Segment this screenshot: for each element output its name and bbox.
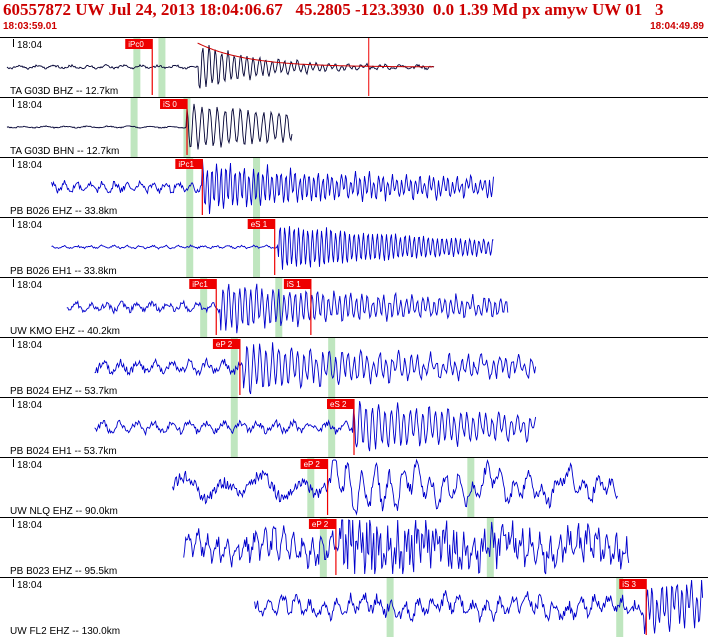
station-channel-label: UW NLQ EHZ -- 90.0km bbox=[10, 506, 118, 517]
phase-window-bar bbox=[328, 338, 336, 397]
pick-label: eP 2 bbox=[216, 340, 233, 349]
station-channel-label: PB B026 EH1 -- 33.8km bbox=[10, 266, 117, 277]
waveform-trace bbox=[66, 283, 509, 334]
pick-label: eP 2 bbox=[312, 520, 329, 529]
minute-tick-label: 18:04 bbox=[17, 220, 42, 231]
coda-decay-curve bbox=[197, 42, 434, 68]
trace-panel: 18:04 iS 0 TA G03D BHN -- 12.7km bbox=[0, 97, 708, 157]
station-channel-label: PB B026 EHZ -- 33.8km bbox=[10, 206, 117, 217]
pick-label: iS 3 bbox=[622, 580, 636, 589]
event-header: 60557872 UW Jul 24, 2013 18:04:06.67 45.… bbox=[0, 0, 708, 37]
pick-flag[interactable] bbox=[308, 519, 336, 529]
phase-window-bar bbox=[230, 338, 238, 397]
station-channel-label: UW KMO EHZ -- 40.2km bbox=[10, 326, 120, 337]
pick-label: iPc1 bbox=[178, 160, 194, 169]
minute-tick-label: 18:04 bbox=[17, 160, 42, 171]
seismogram-plot: 18:04 iPc0 TA G03D BHZ -- 12.7km 18:04 iS 0 T… bbox=[0, 37, 708, 637]
trace-panel: 18:04 eP 2 PB B024 EHZ -- 53.7km bbox=[0, 337, 708, 397]
phase-window-bar bbox=[186, 218, 194, 277]
minute-tick-label: 18:04 bbox=[17, 280, 42, 291]
trace-panel: 18:04 iPc0 TA G03D BHZ -- 12.7km bbox=[0, 37, 708, 97]
pick-flag[interactable] bbox=[212, 339, 240, 349]
phase-window-bar bbox=[386, 578, 394, 637]
phase-window-bar bbox=[130, 98, 138, 157]
trace-panel: 18:04 eS 2 PB B024 EH1 -- 53.7km bbox=[0, 397, 708, 457]
waveform-trace bbox=[51, 159, 494, 215]
station-channel-label: PB B024 EH1 -- 53.7km bbox=[10, 446, 117, 457]
station-channel-label: UW FL2 EHZ -- 130.0km bbox=[10, 626, 120, 637]
minute-tick-label: 18:04 bbox=[17, 580, 42, 591]
pick-flag[interactable] bbox=[300, 459, 328, 469]
pick-flag[interactable] bbox=[327, 399, 355, 409]
pick-label: eS 1 bbox=[251, 220, 268, 229]
phase-window-bar bbox=[253, 218, 261, 277]
phase-window-bar bbox=[319, 518, 327, 577]
pick-flag[interactable] bbox=[175, 159, 203, 169]
pick-flag[interactable] bbox=[189, 279, 217, 289]
minute-tick-label: 18:04 bbox=[17, 340, 42, 351]
pick-label: iPc0 bbox=[128, 40, 144, 49]
pick-flag[interactable] bbox=[160, 99, 188, 109]
minute-tick-label: 18:04 bbox=[17, 100, 42, 111]
waveform-trace bbox=[51, 226, 494, 270]
phase-window-bar bbox=[467, 458, 475, 517]
window-start-time: 18:03:59.01 bbox=[3, 21, 57, 32]
pick-flag[interactable] bbox=[619, 579, 647, 589]
waveform-trace bbox=[254, 579, 704, 635]
pick-flag[interactable] bbox=[247, 219, 275, 229]
trace-panel: 18:04 iS 3 UW FL2 EHZ -- 130.0km bbox=[0, 577, 708, 637]
minute-tick-label: 18:04 bbox=[17, 400, 42, 411]
station-channel-label: PB B023 EHZ -- 95.5km bbox=[10, 566, 117, 577]
waveform-trace bbox=[6, 103, 293, 150]
waveform-trace bbox=[172, 458, 618, 516]
phase-window-bar bbox=[275, 278, 283, 337]
window-end-time: 18:04:49.89 bbox=[650, 21, 704, 32]
trace-panel: 18:04 eP 2 UW NLQ EHZ -- 90.0km bbox=[0, 457, 708, 517]
waveform-trace bbox=[6, 44, 435, 89]
pick-label: iPc1 bbox=[192, 280, 208, 289]
trace-panel: 18:04 iPc1 PB B026 EHZ -- 33.8km bbox=[0, 157, 708, 217]
station-channel-label: TA G03D BHN -- 12.7km bbox=[10, 146, 119, 157]
minute-tick-label: 18:04 bbox=[17, 520, 42, 531]
phase-window-bar bbox=[186, 158, 194, 217]
event-title: 60557872 UW Jul 24, 2013 18:04:06.67 45.… bbox=[3, 0, 664, 19]
waveform-trace bbox=[94, 342, 537, 395]
pick-label: iS 0 bbox=[163, 100, 177, 109]
pick-flag[interactable] bbox=[283, 279, 311, 289]
station-channel-label: TA G03D BHZ -- 12.7km bbox=[10, 86, 118, 97]
pick-label: eS 2 bbox=[330, 400, 347, 409]
trace-panel: 18:04 iPc1 iS 1 UW KMO EHZ -- 40.2km bbox=[0, 277, 708, 337]
waveform-trace bbox=[183, 519, 630, 575]
pick-label: eP 2 bbox=[304, 460, 321, 469]
minute-tick-label: 18:04 bbox=[17, 40, 42, 51]
pick-label: iS 1 bbox=[287, 280, 301, 289]
trace-panel: 18:04 eS 1 PB B026 EH1 -- 33.8km bbox=[0, 217, 708, 277]
station-channel-label: PB B024 EHZ -- 53.7km bbox=[10, 386, 117, 397]
pick-flag[interactable] bbox=[125, 39, 153, 49]
waveform-trace bbox=[94, 401, 537, 452]
minute-tick-label: 18:04 bbox=[17, 460, 42, 471]
trace-panel: 18:04 eP 2 PB B023 EHZ -- 95.5km bbox=[0, 517, 708, 577]
